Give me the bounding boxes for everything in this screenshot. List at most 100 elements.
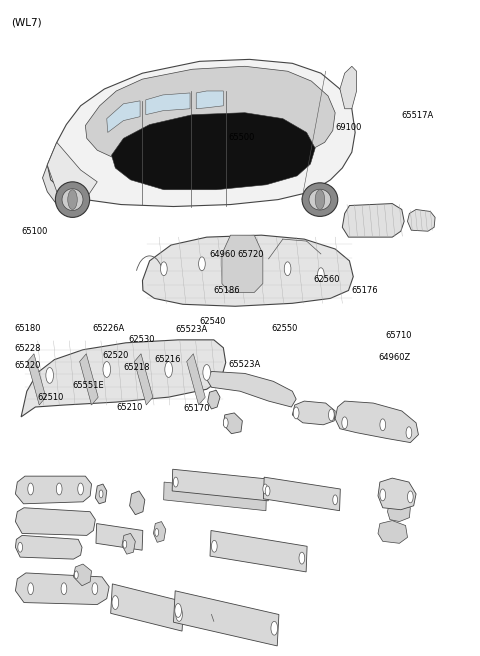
Polygon shape [85,66,335,164]
Circle shape [165,361,172,377]
Polygon shape [143,235,353,306]
Circle shape [173,477,178,487]
Text: 62550: 62550 [271,323,297,333]
Circle shape [203,365,211,380]
Polygon shape [342,203,404,237]
Text: 62540: 62540 [200,317,226,326]
Polygon shape [80,354,98,405]
Ellipse shape [62,189,83,211]
Circle shape [293,407,299,419]
Text: 65720: 65720 [238,251,264,260]
Polygon shape [146,93,190,115]
Polygon shape [207,371,296,407]
Polygon shape [111,584,184,631]
Polygon shape [107,101,140,133]
Circle shape [68,190,77,209]
Text: 65186: 65186 [214,286,240,295]
Circle shape [342,417,348,429]
Circle shape [318,268,324,281]
Text: 62510: 62510 [38,392,64,401]
Circle shape [103,361,110,377]
Text: (WL7): (WL7) [12,18,42,28]
Polygon shape [15,476,92,504]
Circle shape [175,604,181,617]
Circle shape [263,484,267,494]
Polygon shape [111,113,315,190]
Polygon shape [73,564,92,586]
Text: 65176: 65176 [352,286,378,295]
Circle shape [408,491,413,502]
Circle shape [406,427,412,439]
Polygon shape [196,91,223,109]
Circle shape [28,483,34,495]
Text: 62520: 62520 [102,351,128,360]
Polygon shape [27,354,46,405]
Polygon shape [210,531,307,572]
Text: 65551E: 65551E [72,381,104,390]
Circle shape [99,490,103,498]
Text: 65216: 65216 [155,355,181,364]
Circle shape [380,489,385,501]
Polygon shape [96,523,143,550]
Polygon shape [130,491,145,515]
Text: 65218: 65218 [123,363,150,371]
Text: 64960: 64960 [209,251,236,260]
Polygon shape [222,235,263,293]
Circle shape [74,571,78,579]
Text: 65523A: 65523A [228,360,260,369]
Text: 65228: 65228 [14,344,40,354]
Text: 62560: 62560 [314,276,340,284]
Polygon shape [96,484,107,504]
Ellipse shape [302,183,338,216]
Text: 65226A: 65226A [93,323,125,333]
Polygon shape [223,413,242,434]
Polygon shape [15,535,82,559]
Text: 65500: 65500 [228,133,254,142]
Polygon shape [43,165,69,209]
Polygon shape [172,469,269,501]
Text: 65710: 65710 [385,331,412,340]
Circle shape [18,543,23,552]
Polygon shape [21,340,226,417]
Polygon shape [134,354,153,405]
Circle shape [299,552,305,564]
Polygon shape [164,482,266,511]
Polygon shape [173,591,279,646]
Circle shape [271,621,277,635]
Circle shape [92,583,98,594]
Circle shape [123,541,127,548]
Ellipse shape [55,182,90,217]
Polygon shape [122,533,135,554]
Polygon shape [292,401,335,425]
Polygon shape [154,522,166,543]
Polygon shape [408,209,435,231]
Circle shape [61,583,67,594]
Text: 64960Z: 64960Z [378,354,410,363]
Text: 65210: 65210 [116,403,143,412]
Text: 65220: 65220 [14,361,40,370]
Text: 65100: 65100 [21,227,48,236]
Polygon shape [378,521,408,543]
Circle shape [56,483,62,495]
Circle shape [212,541,217,552]
Circle shape [223,418,228,428]
Polygon shape [15,508,96,535]
Circle shape [28,583,34,594]
Polygon shape [208,390,220,409]
Text: 65170: 65170 [183,404,209,413]
Circle shape [284,262,291,276]
Circle shape [176,607,182,621]
Text: 62530: 62530 [128,335,155,344]
Polygon shape [48,142,97,199]
Circle shape [78,483,84,495]
Circle shape [155,529,158,537]
Ellipse shape [309,189,331,210]
Text: 65523A: 65523A [176,325,208,334]
Text: 65517A: 65517A [402,111,434,120]
Polygon shape [264,477,340,510]
Text: 65180: 65180 [14,323,40,333]
Circle shape [160,262,167,276]
Polygon shape [335,401,419,443]
Circle shape [265,486,270,496]
Polygon shape [340,66,357,109]
